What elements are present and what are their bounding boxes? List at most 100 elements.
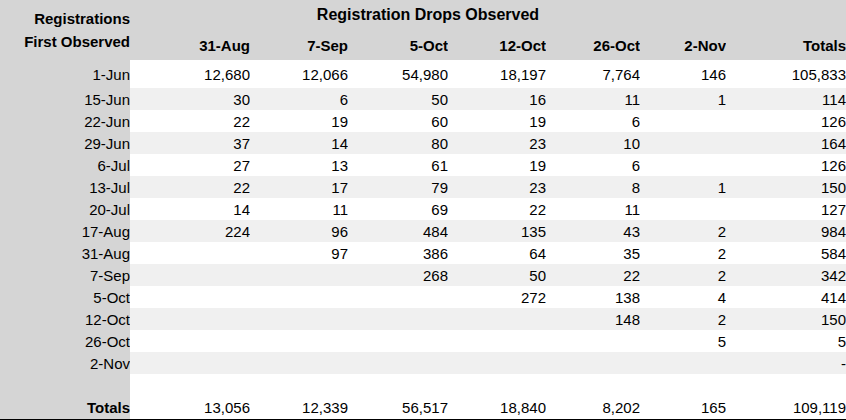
data-cell: 11 <box>546 88 640 110</box>
data-cell <box>250 286 348 308</box>
row-label <box>0 374 130 396</box>
data-cell: 16 <box>448 88 546 110</box>
data-row-5-oct: 5-Oct2721384414 <box>0 286 846 308</box>
data-cell: 79 <box>348 176 448 198</box>
data-cell: 7,764 <box>546 60 640 88</box>
data-cell <box>130 242 250 264</box>
row-label: 15-Jun <box>0 88 130 110</box>
data-cell: 6 <box>250 88 348 110</box>
data-cell: 56,517 <box>348 396 448 420</box>
registration-drops-table: Registrations First Observed Registratio… <box>0 0 846 420</box>
data-cell: 138 <box>546 286 640 308</box>
data-cell: 96 <box>250 220 348 242</box>
data-cell: 54,980 <box>348 60 448 88</box>
data-cell: 148 <box>546 308 640 330</box>
data-cell: 8 <box>546 176 640 198</box>
data-cell <box>640 110 726 132</box>
data-cell <box>348 330 448 352</box>
data-cell <box>250 264 348 286</box>
data-cell: 11 <box>250 198 348 220</box>
data-cell: 30 <box>130 88 250 110</box>
data-cell: 13 <box>250 154 348 176</box>
data-cell: 268 <box>348 264 448 286</box>
data-cell: 4 <box>640 286 726 308</box>
column-header-2-nov: 2-Nov <box>640 30 726 60</box>
title-spacer-cell <box>726 0 846 30</box>
data-cell <box>448 330 546 352</box>
data-cell: 19 <box>448 154 546 176</box>
data-cell: 109,119 <box>726 396 846 420</box>
data-cell: 17 <box>250 176 348 198</box>
row-label: 29-Jun <box>0 132 130 154</box>
data-cell <box>130 286 250 308</box>
data-cell <box>348 374 448 396</box>
table-title: Registration Drops Observed <box>130 0 726 30</box>
data-row-22-jun: 22-Jun221960196126 <box>0 110 846 132</box>
row-label: 5-Oct <box>0 286 130 308</box>
spacer-row <box>0 374 846 396</box>
data-cell: 18,840 <box>448 396 546 420</box>
data-cell <box>250 352 348 374</box>
data-row-31-aug: 31-Aug9738664352584 <box>0 242 846 264</box>
data-cell: 12,066 <box>250 60 348 88</box>
column-header-31-aug: 31-Aug <box>130 30 250 60</box>
data-cell: 18,197 <box>448 60 546 88</box>
data-cell <box>250 374 348 396</box>
data-cell <box>448 352 546 374</box>
row-label: 26-Oct <box>0 330 130 352</box>
data-cell: 14 <box>250 132 348 154</box>
row-label: Totals <box>0 396 130 420</box>
corner-header: Registrations First Observed <box>0 0 130 60</box>
data-cell <box>130 330 250 352</box>
data-cell <box>130 352 250 374</box>
column-header-12-oct: 12-Oct <box>448 30 546 60</box>
data-cell: 22 <box>130 110 250 132</box>
column-header-totals: Totals <box>726 30 846 60</box>
data-cell: 2 <box>640 242 726 264</box>
data-cell: 164 <box>726 132 846 154</box>
data-cell: 224 <box>130 220 250 242</box>
data-cell: 2 <box>640 220 726 242</box>
data-cell <box>348 308 448 330</box>
data-cell: 984 <box>726 220 846 242</box>
data-cell <box>726 374 846 396</box>
row-label: 12-Oct <box>0 308 130 330</box>
data-cell: 127 <box>726 198 846 220</box>
row-label: 7-Sep <box>0 264 130 286</box>
data-cell: 22 <box>130 176 250 198</box>
data-cell: 23 <box>448 132 546 154</box>
data-cell: 105,833 <box>726 60 846 88</box>
row-label: 2-Nov <box>0 352 130 374</box>
totals-row: Totals13,05612,33956,51718,8408,20216510… <box>0 396 846 420</box>
data-cell: 37 <box>130 132 250 154</box>
data-cell: 414 <box>726 286 846 308</box>
data-cell: 386 <box>348 242 448 264</box>
data-cell: 13,056 <box>130 396 250 420</box>
title-row: Registrations First Observed Registratio… <box>0 0 846 30</box>
data-row-13-jul: 13-Jul2217792381150 <box>0 176 846 198</box>
data-cell <box>640 154 726 176</box>
data-cell: 11 <box>546 198 640 220</box>
data-cell <box>250 330 348 352</box>
data-cell: 12,680 <box>130 60 250 88</box>
data-row-15-jun: 15-Jun3065016111114 <box>0 88 846 110</box>
data-row-12-oct: 12-Oct1482150 <box>0 308 846 330</box>
corner-header-line2: First Observed <box>0 30 130 53</box>
row-label: 13-Jul <box>0 176 130 198</box>
data-cell: 61 <box>348 154 448 176</box>
data-cell: 484 <box>348 220 448 242</box>
data-cell <box>250 308 348 330</box>
data-cell: 2 <box>640 264 726 286</box>
row-label: 1-Jun <box>0 60 130 88</box>
data-cell: 150 <box>726 308 846 330</box>
row-label: 31-Aug <box>0 242 130 264</box>
data-cell: 5 <box>640 330 726 352</box>
data-cell: 22 <box>546 264 640 286</box>
data-row-6-jul: 6-Jul271361196126 <box>0 154 846 176</box>
data-cell <box>130 308 250 330</box>
data-cell: 23 <box>448 176 546 198</box>
data-row-17-aug: 17-Aug22496484135432984 <box>0 220 846 242</box>
data-cell: - <box>726 352 846 374</box>
row-label: 22-Jun <box>0 110 130 132</box>
data-row-7-sep: 7-Sep26850222342 <box>0 264 846 286</box>
